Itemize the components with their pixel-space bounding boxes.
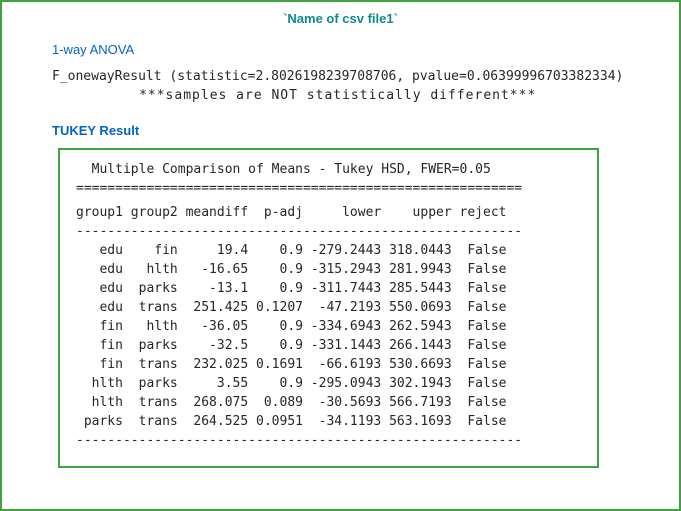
- page-title: `Name of csv file1`: [283, 11, 398, 26]
- separator-dashes: ----------------------------------------…: [76, 224, 523, 239]
- anova-output-block: F_onewayResult (statistic=2.802619823970…: [52, 67, 623, 105]
- table-row: parks trans 264.525 0.0951 -34.1193 563.…: [76, 414, 507, 429]
- table-row: edu hlth -16.65 0.9 -315.2943 281.9943 F…: [76, 262, 507, 277]
- table-row: edu parks -13.1 0.9 -311.7443 285.5443 F…: [76, 281, 507, 296]
- table-row: fin trans 232.025 0.1691 -66.6193 530.66…: [76, 357, 507, 372]
- report-content: 1-way ANOVA F_onewayResult (statistic=2.…: [2, 42, 679, 468]
- table-header-row: group1 group2 meandiff p-adj lower upper…: [76, 205, 507, 220]
- anova-result-line: F_onewayResult (statistic=2.802619823970…: [52, 69, 624, 84]
- table-row: fin parks -32.5 0.9 -331.1443 266.1443 F…: [76, 338, 507, 353]
- anova-heading: 1-way ANOVA: [52, 42, 135, 57]
- tukey-table-box: Multiple Comparison of Means - Tukey HSD…: [58, 148, 599, 468]
- table-row: fin hlth -36.05 0.9 -334.6943 262.5943 F…: [76, 319, 507, 334]
- table-row: edu fin 19.4 0.9 -279.2443 318.0443 Fals…: [76, 243, 507, 258]
- table-row: hlth trans 268.075 0.089 -30.5693 566.71…: [76, 395, 507, 410]
- separator-equals: ========================================…: [76, 181, 523, 196]
- tukey-lines: Multiple Comparison of Means - Tukey HSD…: [76, 160, 589, 450]
- table-row: hlth parks 3.55 0.9 -295.0943 302.1943 F…: [76, 376, 507, 391]
- tukey-heading: TUKEY Result: [52, 123, 140, 138]
- separator-dashes: ----------------------------------------…: [76, 433, 523, 448]
- table-row: edu trans 251.425 0.1207 -47.2193 550.06…: [76, 300, 507, 315]
- anova-conclusion-line: ***samples are NOT statistically differe…: [139, 88, 537, 103]
- tukey-table-title: Multiple Comparison of Means - Tukey HSD…: [76, 162, 491, 177]
